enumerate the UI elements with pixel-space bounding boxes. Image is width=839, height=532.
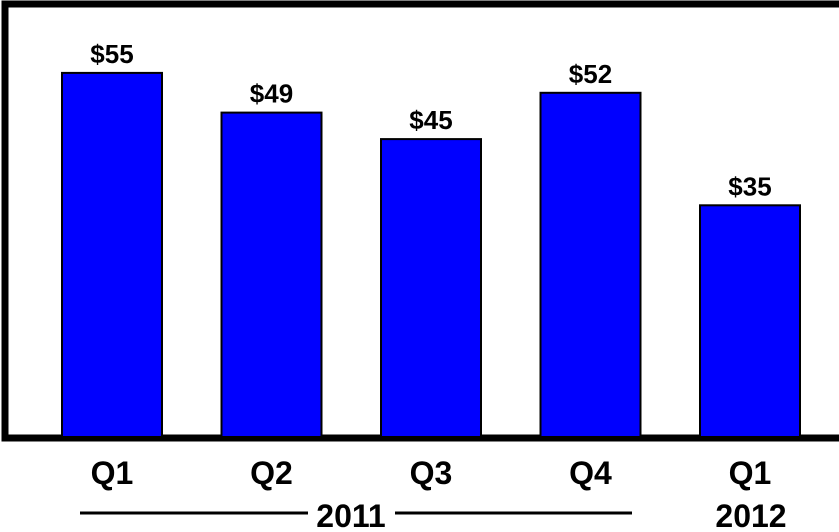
plot-frame [1,0,839,442]
value-label-q3-2011: $45 [409,105,452,135]
bar-q1-2012 [699,204,801,438]
bar-q1-2011 [61,71,163,439]
value-label-q1-2011: $55 [90,39,133,69]
category-label-q3-2011: Q3 [410,455,453,491]
year-label-2011: 2011 [316,498,385,532]
value-label-q2-2011: $49 [250,79,293,109]
category-label-q1-2011: Q1 [91,455,134,491]
category-label-q4-2011: Q4 [569,455,612,491]
value-label-q1-2012: $35 [728,171,771,201]
bar-q2-2011 [220,111,323,438]
bars-group [61,71,801,439]
category-label-q1-2012: Q1 [729,455,772,491]
value-label-q4-2011: $52 [569,59,612,89]
bar-q3-2011 [380,138,482,438]
category-label-q2-2011: Q2 [250,455,293,491]
year-label-2012: 2012 [715,498,786,532]
bar-q4-2011 [539,91,642,439]
